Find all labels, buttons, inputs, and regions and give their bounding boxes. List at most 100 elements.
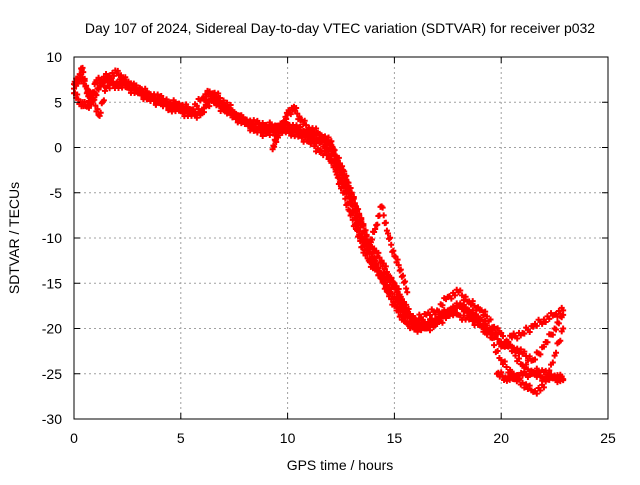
data-point [548,371,555,378]
x-tick-label: 10 [280,430,296,446]
data-point [469,310,476,317]
data-point [491,342,498,349]
y-tick-label: 0 [54,140,62,156]
data-point [376,268,383,275]
data-point [380,212,387,219]
data-point [403,285,410,292]
data-point [274,134,281,141]
data-point [320,136,327,143]
data-point [358,215,365,222]
data-point [331,162,338,169]
data-point [379,204,386,211]
data-point [287,111,294,118]
data-point [345,187,352,194]
data-point [535,368,542,375]
data-point [297,124,304,131]
data-point [483,313,490,320]
data-point [283,115,290,122]
data-point [371,256,378,263]
data-point [142,92,149,99]
data-point [309,137,316,144]
data-point [397,266,404,273]
data-point [432,311,439,318]
data-point [546,367,553,374]
data-point [356,210,363,217]
data-point [560,376,567,383]
data-point [523,361,530,368]
data-point [430,324,437,331]
data-point [557,337,564,344]
data-point [363,231,370,238]
data-point [390,247,397,254]
data-point [220,102,227,109]
data-point [443,315,450,322]
data-point [526,329,533,336]
data-point [74,91,81,98]
data-point [494,348,501,355]
data-point [91,96,98,103]
data-point [277,128,284,135]
data-point [323,152,330,159]
data-point [448,295,455,302]
data-point [362,238,369,245]
data-point [154,91,161,98]
data-point [363,249,370,256]
data-point [117,72,124,79]
data-point [80,69,87,76]
data-point [537,372,544,379]
data-point [256,125,263,132]
data-point [446,312,453,319]
data-point [501,358,508,365]
data-point [94,106,101,113]
data-point [348,201,355,208]
data-point [384,230,391,237]
data-point [560,325,567,332]
data-point [498,330,505,337]
chart-title: Day 107 of 2024, Sidereal Day-to-day VTE… [85,20,595,36]
data-point [333,171,340,178]
data-point [512,352,519,359]
data-point [193,102,200,109]
data-point [514,335,521,342]
data-point [482,326,489,333]
data-point [93,92,100,99]
data-point [460,301,467,308]
axis-ticks [73,56,609,420]
data-point [451,309,458,316]
x-tick-label: 25 [600,430,616,446]
y-axis-label: SDTVAR / TECUs [6,182,22,294]
data-point [542,318,549,325]
data-point [355,221,362,228]
data-point [523,381,530,388]
data-point [96,112,103,119]
data-point [395,292,402,299]
data-point [227,106,234,113]
data-point [416,323,423,330]
data-point [395,262,402,269]
data-point [516,355,522,362]
data-point [371,245,378,252]
data-point [533,322,540,329]
data-point [161,99,168,106]
data-point [467,301,474,308]
data-point [341,189,348,196]
y-tick-label: -10 [42,230,62,246]
data-point [259,119,266,126]
data-point [335,154,342,161]
data-point [193,114,200,121]
data-point [404,289,411,296]
data-point [419,322,426,329]
data-point [507,366,514,373]
data-point [533,390,540,397]
data-point [356,228,363,235]
data-point [473,313,480,320]
data-point [395,308,402,315]
data-point [254,117,261,124]
data-points [71,64,567,397]
data-point [174,103,181,110]
data-point [439,302,446,309]
data-point [106,85,113,92]
data-point [271,143,278,150]
data-point [503,337,510,344]
